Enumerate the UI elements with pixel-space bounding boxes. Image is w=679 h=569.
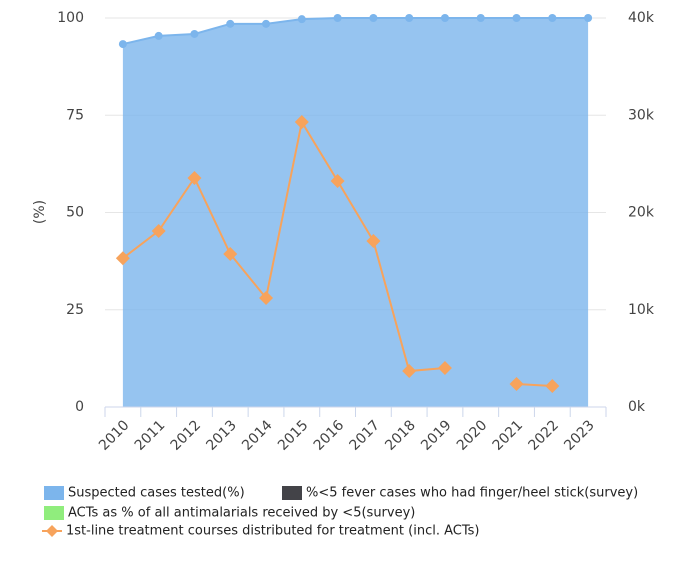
area-line xyxy=(122,17,589,46)
area-point xyxy=(297,15,306,24)
x-tick-label: 2012 xyxy=(168,417,205,454)
y-tick-label: 50 xyxy=(66,205,84,221)
y2-tick-label: 10k xyxy=(628,302,655,318)
legend-symbol xyxy=(46,525,58,537)
area-point xyxy=(548,14,557,22)
y-tick-label: 75 xyxy=(66,107,84,123)
legend-label: 1st-line treatment courses distributed f… xyxy=(66,524,479,539)
area-point xyxy=(262,19,271,28)
point xyxy=(366,233,381,248)
y2-tick-label: 0k xyxy=(628,399,646,415)
y-tick-label: 25 xyxy=(66,302,84,318)
area-point xyxy=(476,14,485,22)
x-tick-label: 2013 xyxy=(203,417,240,454)
point xyxy=(545,378,560,393)
point xyxy=(151,223,166,238)
point xyxy=(294,115,309,130)
x-tick-label: 2022 xyxy=(525,417,562,454)
y2-tick-label: 40k xyxy=(628,10,655,26)
x-tick-label: 2010 xyxy=(96,417,133,454)
area-point xyxy=(154,31,163,40)
y2-tick-label: 30k xyxy=(628,107,655,123)
legend-symbol xyxy=(44,506,64,520)
x-tick-label: 2011 xyxy=(132,417,169,454)
area-point xyxy=(118,40,127,49)
area-point xyxy=(440,14,449,22)
area-point xyxy=(333,14,342,22)
area-point xyxy=(405,14,414,22)
legend-symbol xyxy=(282,486,302,500)
x-tick-label: 2015 xyxy=(275,417,312,454)
x-tick-label: 2016 xyxy=(311,417,348,454)
legend-label: %<5 fever cases who had finger/heel stic… xyxy=(306,486,638,501)
legend-symbol xyxy=(44,486,64,500)
x-tick-label: 2020 xyxy=(454,417,491,454)
legend-label: ACTs as % of all antimalarials received … xyxy=(68,506,415,521)
point xyxy=(509,376,524,391)
x-tick-label: 2017 xyxy=(347,417,384,454)
y2-tick-label: 20k xyxy=(628,205,655,221)
x-tick-label: 2018 xyxy=(382,417,419,454)
area-point xyxy=(190,29,199,38)
point xyxy=(437,361,452,376)
area-point xyxy=(226,19,235,28)
x-tick-label: 2019 xyxy=(418,417,455,454)
y-tick-label: 0 xyxy=(75,399,84,415)
point xyxy=(402,364,417,379)
y-tick-label: 100 xyxy=(57,10,84,26)
area-point xyxy=(512,14,521,22)
area-point xyxy=(584,14,593,22)
x-tick-label: 2023 xyxy=(561,417,598,454)
x-tick-label: 2021 xyxy=(490,417,527,454)
x-tick-label: 2014 xyxy=(239,417,276,454)
y-axis-title: (%) xyxy=(32,200,48,224)
area-point xyxy=(369,14,378,22)
point xyxy=(330,173,345,188)
point xyxy=(187,170,202,185)
point xyxy=(115,251,130,266)
legend-label: Suspected cases tested(%) xyxy=(68,486,245,501)
point xyxy=(259,290,274,305)
point xyxy=(223,247,238,262)
